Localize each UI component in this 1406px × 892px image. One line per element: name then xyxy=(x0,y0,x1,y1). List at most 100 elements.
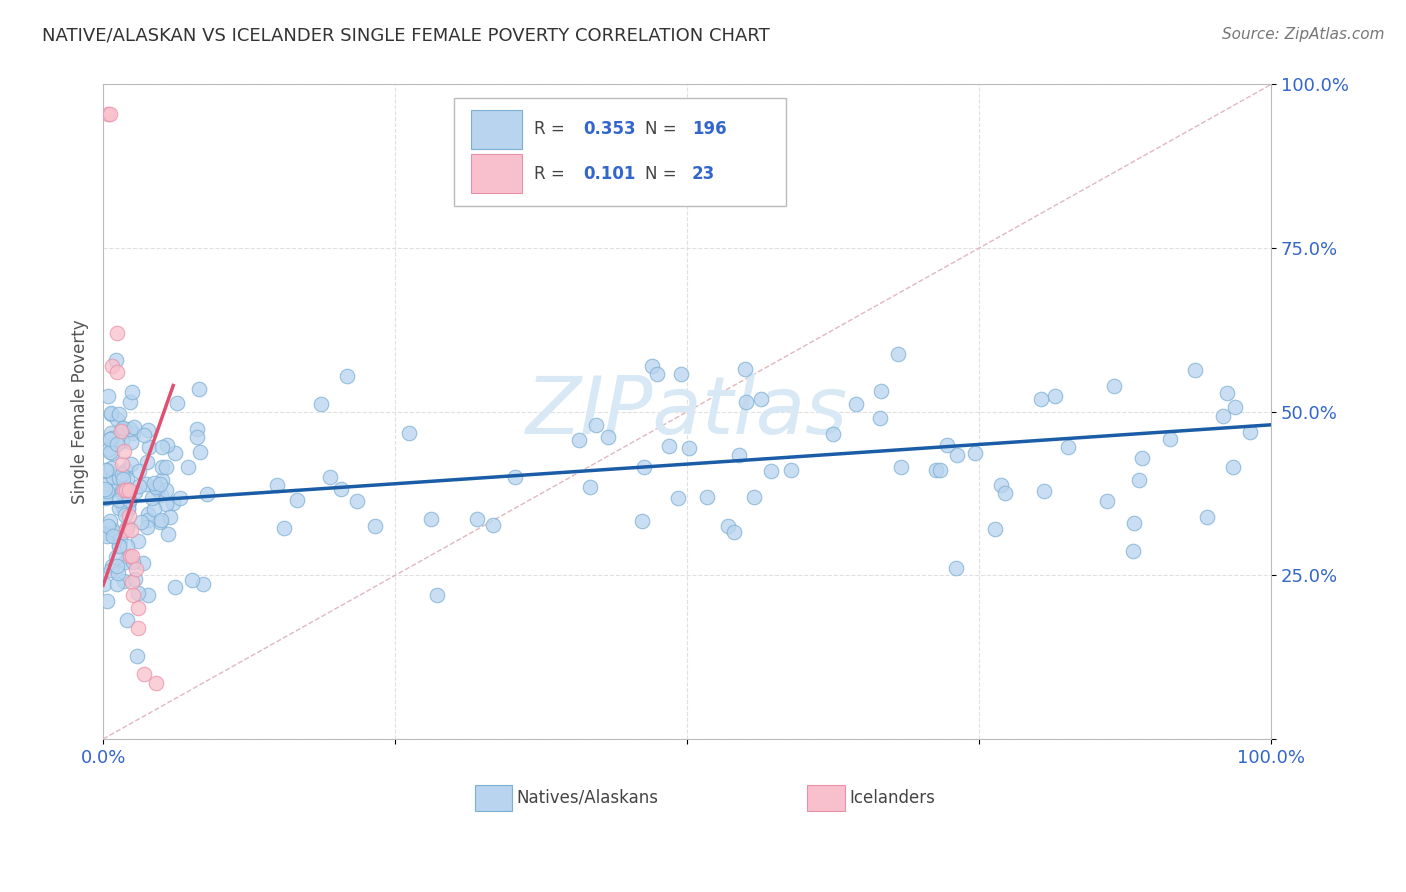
Point xyxy=(759,465,782,479)
Point xyxy=(96,526,118,541)
Point xyxy=(122,555,145,569)
Point xyxy=(115,520,138,534)
Point xyxy=(122,426,145,441)
Point xyxy=(1239,425,1261,439)
Point xyxy=(128,464,150,478)
Point xyxy=(111,483,134,497)
Point xyxy=(1123,516,1146,531)
Text: N =: N = xyxy=(645,120,682,138)
Point xyxy=(98,433,121,447)
Point xyxy=(823,426,845,441)
Point xyxy=(114,556,136,570)
Point xyxy=(749,392,772,407)
Point xyxy=(346,494,368,508)
Point xyxy=(111,434,134,449)
Point xyxy=(127,534,149,549)
Point xyxy=(1122,544,1144,558)
Point xyxy=(990,478,1012,492)
Text: R =: R = xyxy=(534,165,569,183)
Point xyxy=(115,539,138,553)
Point xyxy=(115,523,138,537)
Point xyxy=(135,476,157,491)
Text: Source: ZipAtlas.com: Source: ZipAtlas.com xyxy=(1222,27,1385,42)
Point xyxy=(93,577,115,591)
Point xyxy=(118,494,141,508)
Point xyxy=(925,463,948,477)
Point xyxy=(645,368,668,382)
Point xyxy=(124,484,146,499)
Point xyxy=(191,577,214,591)
Point xyxy=(110,467,132,481)
Point xyxy=(482,517,505,532)
Point xyxy=(149,513,172,527)
Point xyxy=(103,469,125,483)
Point xyxy=(111,486,134,500)
FancyBboxPatch shape xyxy=(475,785,512,811)
Point xyxy=(1097,494,1119,508)
Point xyxy=(115,613,138,627)
Point xyxy=(97,442,120,456)
Point xyxy=(120,523,142,537)
Point xyxy=(585,418,607,433)
Point xyxy=(963,446,986,460)
Point xyxy=(142,502,165,516)
Text: ZIPatlas: ZIPatlas xyxy=(526,373,848,450)
Point xyxy=(658,439,681,453)
Point xyxy=(110,533,132,548)
Point xyxy=(1223,400,1246,414)
Point xyxy=(728,448,751,462)
Point xyxy=(117,549,139,564)
Point xyxy=(100,425,122,440)
Point xyxy=(186,430,208,444)
Text: 0.101: 0.101 xyxy=(583,165,636,183)
Point xyxy=(734,361,756,376)
Point xyxy=(742,490,765,504)
Point xyxy=(598,430,620,444)
Point xyxy=(100,408,122,422)
Point xyxy=(266,478,288,492)
Point xyxy=(177,460,200,475)
Point xyxy=(112,421,135,435)
Text: R =: R = xyxy=(534,120,569,138)
Point xyxy=(1195,509,1218,524)
Point xyxy=(104,482,127,496)
Point xyxy=(108,501,131,516)
Point xyxy=(1128,473,1150,487)
Point xyxy=(103,525,125,540)
Point xyxy=(121,574,143,589)
Point xyxy=(112,483,135,498)
Y-axis label: Single Female Poverty: Single Female Poverty xyxy=(72,319,89,504)
Point xyxy=(141,491,163,505)
Point xyxy=(1222,460,1244,475)
Point xyxy=(136,424,159,438)
Point xyxy=(330,482,353,496)
Point xyxy=(111,420,134,434)
Point xyxy=(186,422,208,436)
Point xyxy=(118,549,141,563)
Point xyxy=(108,537,131,551)
Point xyxy=(319,470,342,484)
Point xyxy=(150,473,173,487)
Point xyxy=(115,483,138,498)
Point xyxy=(890,459,912,474)
Point xyxy=(669,367,692,381)
Point xyxy=(426,588,449,602)
Point xyxy=(111,457,134,471)
Point xyxy=(112,574,135,588)
Point xyxy=(143,476,166,491)
Point xyxy=(105,412,128,426)
Point xyxy=(112,502,135,516)
Point xyxy=(96,464,118,478)
Point xyxy=(93,482,115,496)
Point xyxy=(166,396,188,410)
Point xyxy=(145,676,167,690)
Point xyxy=(149,515,172,529)
Point xyxy=(928,463,950,477)
Point xyxy=(309,397,332,411)
Point xyxy=(127,601,149,615)
Point xyxy=(107,471,129,485)
Point xyxy=(105,353,128,368)
Point xyxy=(1043,389,1066,403)
Point xyxy=(845,397,868,411)
Point xyxy=(138,440,160,454)
